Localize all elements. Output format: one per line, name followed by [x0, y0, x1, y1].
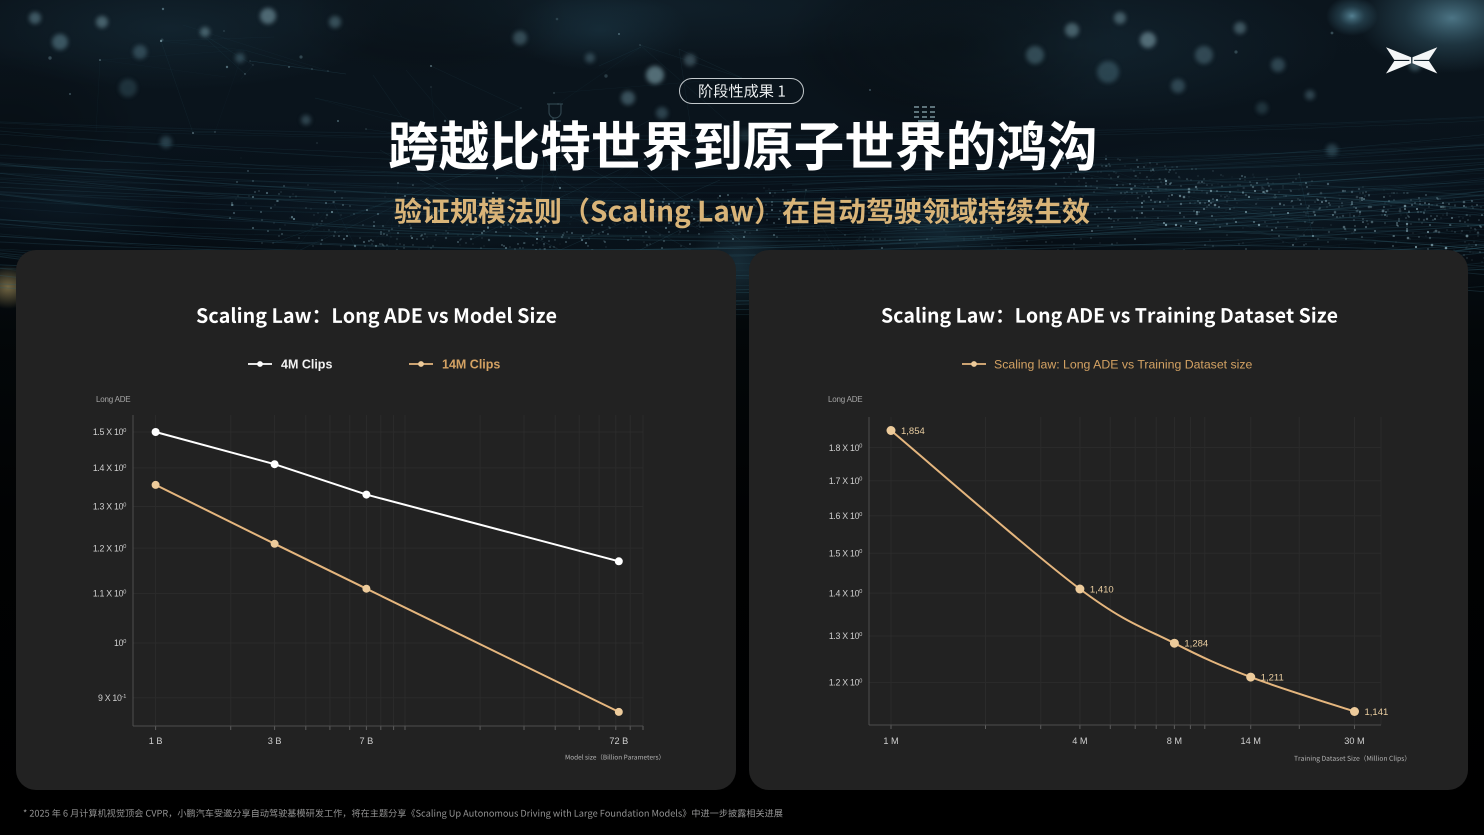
svg-text:3 B: 3 B: [268, 736, 282, 746]
svg-text:1.3 X 100: 1.3 X 100: [93, 502, 126, 512]
svg-text:1 B: 1 B: [149, 736, 163, 746]
svg-text:30 M: 30 M: [1344, 736, 1364, 746]
svg-text:Long ADE: Long ADE: [828, 395, 862, 404]
svg-text:1 M: 1 M: [883, 736, 898, 746]
svg-text:1,284: 1,284: [1184, 639, 1208, 650]
svg-text:1.8 X 100: 1.8 X 100: [829, 443, 862, 453]
svg-text:1,854: 1,854: [901, 426, 925, 437]
svg-text:1.3 X 100: 1.3 X 100: [829, 631, 862, 641]
svg-text:1.4 X 100: 1.4 X 100: [93, 463, 126, 473]
svg-text:8 M: 8 M: [1167, 736, 1182, 746]
svg-text:1.1 X 100: 1.1 X 100: [93, 589, 126, 599]
svg-text:72 B: 72 B: [609, 736, 628, 746]
svg-text:1.5 X 100: 1.5 X 100: [93, 427, 126, 437]
svg-text:1.2 X 100: 1.2 X 100: [93, 543, 126, 553]
svg-text:1.6 X 100: 1.6 X 100: [829, 511, 862, 521]
svg-text:100: 100: [114, 638, 126, 648]
svg-text:1,141: 1,141: [1365, 707, 1389, 718]
svg-text:1.7 X 100: 1.7 X 100: [829, 476, 862, 486]
svg-text:1,211: 1,211: [1261, 672, 1284, 683]
svg-text:1,410: 1,410: [1090, 584, 1114, 595]
svg-text:14 M: 14 M: [1240, 736, 1260, 746]
svg-text:1.2 X 100: 1.2 X 100: [829, 678, 862, 688]
svg-text:Long ADE: Long ADE: [96, 395, 130, 404]
svg-text:1.4 X 100: 1.4 X 100: [829, 588, 862, 598]
svg-text:9 X 10-1: 9 X 10-1: [98, 693, 126, 703]
svg-text:4 M: 4 M: [1072, 736, 1087, 746]
svg-text:7 B: 7 B: [360, 736, 374, 746]
svg-text:1.5 X 100: 1.5 X 100: [829, 548, 862, 558]
